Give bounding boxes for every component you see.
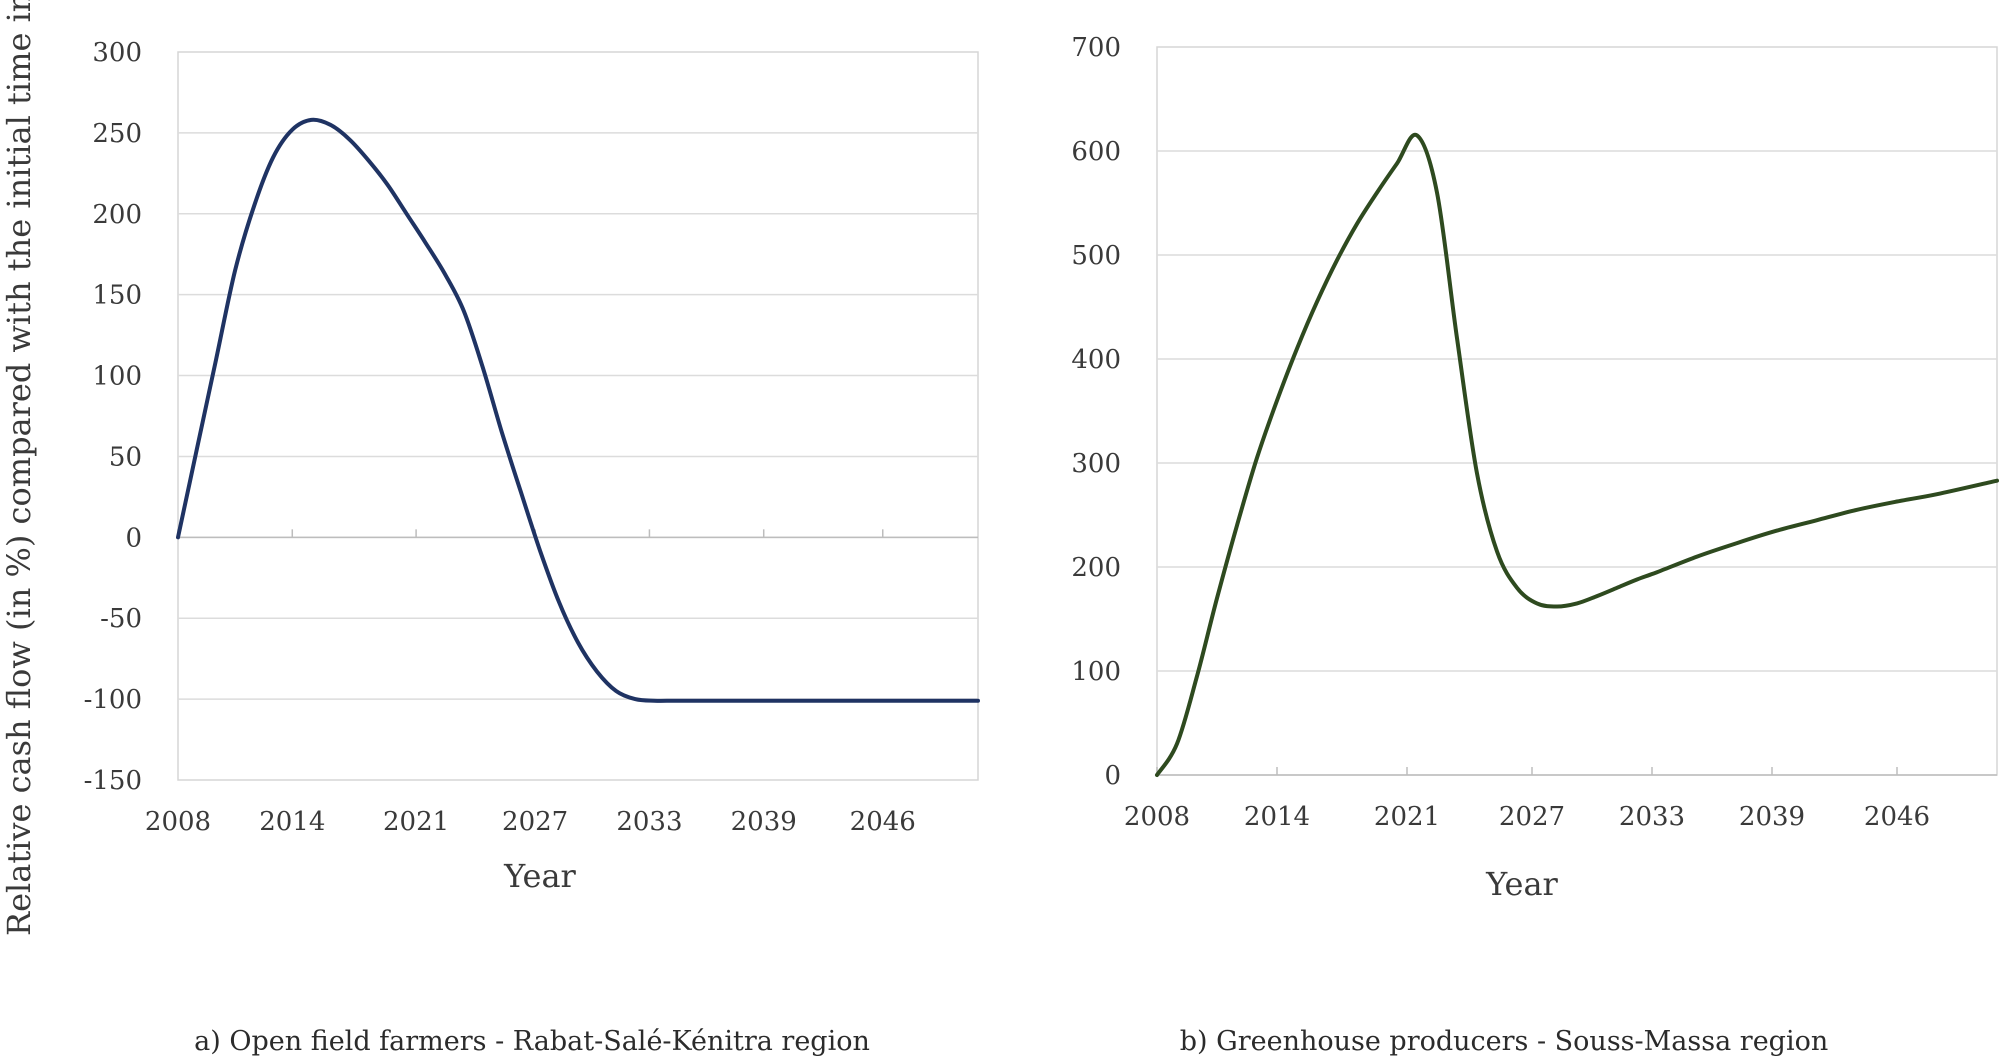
- chart-b-x-axis-title: Year: [1485, 865, 1558, 903]
- y-tick-label: 50: [109, 442, 142, 472]
- y-tick-label: 0: [1104, 761, 1121, 791]
- chart-a-x-tick-labels: 2008 2014 2021 2027 2033 2039 2046: [145, 807, 916, 837]
- chart-a-caption: a) Open field farmers - Rabat-Salé-Kénit…: [194, 1026, 870, 1057]
- chart-b-gridlines: [1157, 150, 1997, 672]
- x-tick-label: 2033: [616, 807, 682, 837]
- chart-a-x-axis-title: Year: [503, 857, 576, 895]
- y-tick-label: 300: [1071, 449, 1121, 479]
- x-tick-label: 2046: [1864, 802, 1930, 832]
- chart-a-x-axis: [177, 529, 978, 539]
- x-tick-label: 2014: [259, 807, 325, 837]
- y-tick-label: 200: [92, 200, 142, 230]
- chart-a-y-tick-labels: 300 250 200 150 100 50 0 -50 -100 -150: [84, 38, 142, 796]
- x-tick-label: 2039: [1739, 802, 1805, 832]
- chart-b-caption: b) Greenhouse producers - Souss-Massa re…: [1180, 1026, 1829, 1057]
- chart-a-series-line: [176, 117, 980, 703]
- x-tick-label: 2027: [502, 807, 568, 837]
- x-tick-label: 2021: [383, 807, 449, 837]
- y-tick-label: 600: [1071, 137, 1121, 167]
- y-tick-label: 200: [1071, 553, 1121, 583]
- y-tick-label: -150: [84, 766, 142, 796]
- y-tick-label: 100: [1071, 657, 1121, 687]
- x-tick-label: 2033: [1619, 802, 1685, 832]
- y-tick-label: -50: [100, 604, 142, 634]
- chart-b-series-line: [1155, 132, 1999, 777]
- x-tick-label: 2008: [145, 807, 211, 837]
- chart-a-y-axis-title: Relative cash flow (in %) compared with …: [0, 0, 38, 936]
- y-tick-label: 500: [1071, 241, 1121, 271]
- y-tick-label: 250: [92, 119, 142, 149]
- x-tick-label: 2014: [1244, 802, 1310, 832]
- y-tick-label: 0: [125, 523, 142, 553]
- chart-b-x-tick-labels: 2008 2014 2021 2027 2033 2039 2046: [1124, 802, 1930, 832]
- x-tick-label: 2039: [731, 807, 797, 837]
- chart-b-x-axis: [1156, 767, 1997, 776]
- y-tick-label: 700: [1071, 33, 1121, 63]
- x-tick-label: 2046: [850, 807, 916, 837]
- x-tick-label: 2008: [1124, 802, 1190, 832]
- y-tick-label: -100: [84, 685, 142, 715]
- chart-b-plot-area: [1156, 46, 1998, 776]
- chart-a-plot-area: [177, 51, 979, 781]
- chart-b-y-tick-labels: 700 600 500 400 300 200 100 0: [1071, 33, 1121, 791]
- x-tick-label: 2021: [1374, 802, 1440, 832]
- y-tick-label: 400: [1071, 345, 1121, 375]
- y-tick-label: 150: [92, 281, 142, 311]
- y-tick-label: 300: [92, 38, 142, 68]
- x-tick-label: 2027: [1499, 802, 1565, 832]
- y-tick-label: 100: [92, 362, 142, 392]
- chart-a-gridlines: [178, 132, 978, 700]
